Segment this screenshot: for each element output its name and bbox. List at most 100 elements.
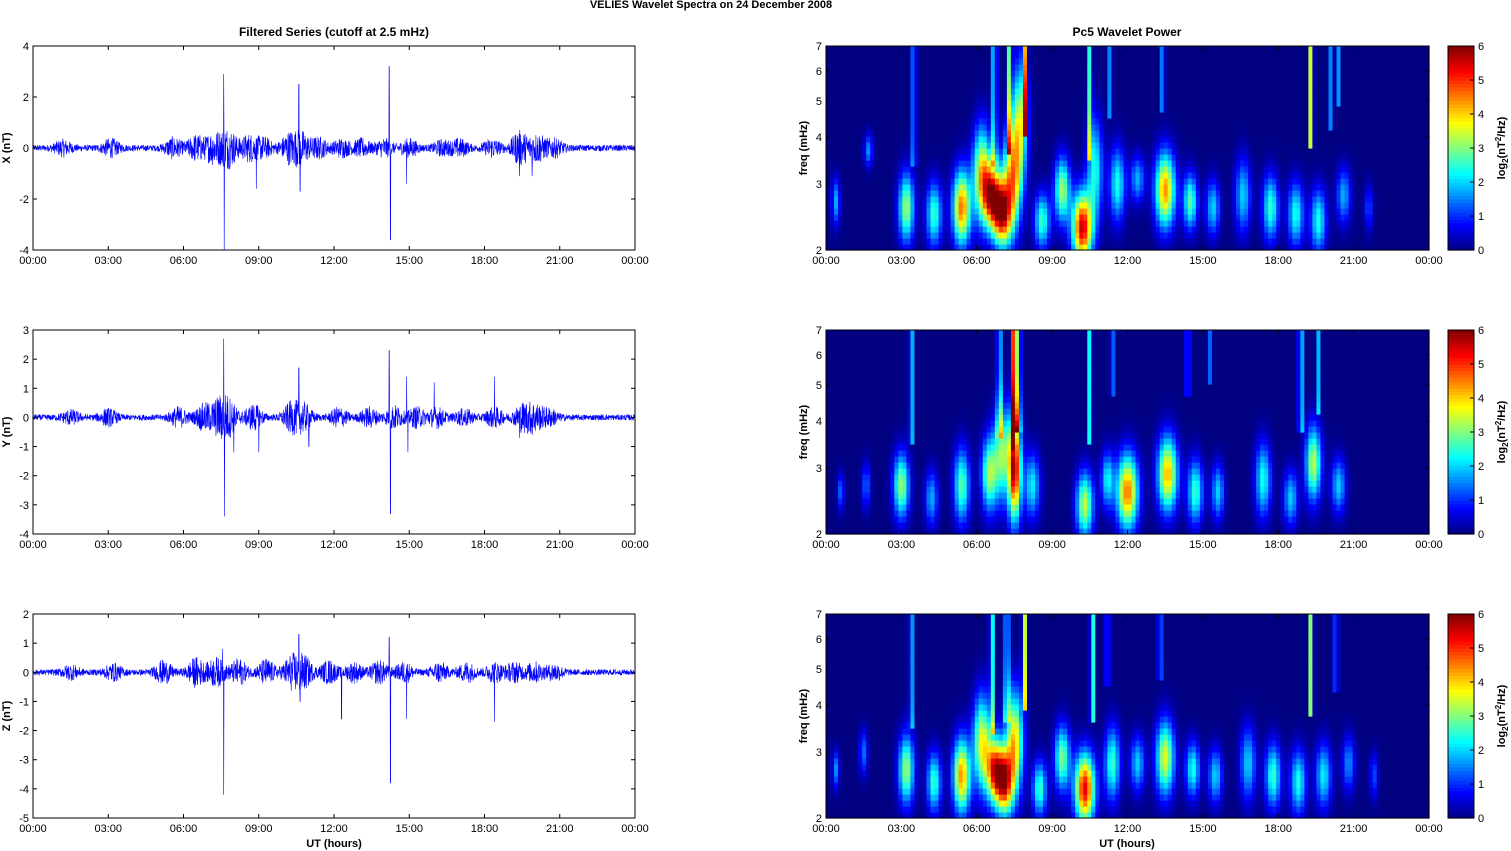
heatmap-cell <box>1151 244 1157 251</box>
heatmap-cell <box>1171 244 1177 251</box>
heatmap-cell <box>858 244 863 251</box>
heatmap-cell <box>1022 136 1028 143</box>
heatmap-cell <box>994 148 1000 155</box>
heatmap-cell <box>1240 130 1245 137</box>
heatmap-cell <box>950 88 956 95</box>
heatmap-cell <box>1292 172 1297 179</box>
heatmap-cell <box>1006 118 1012 125</box>
heatmap-cell <box>838 142 843 149</box>
heatmap-cell <box>1348 214 1354 221</box>
heatmap-cell <box>1047 166 1052 173</box>
heatmap-cell <box>1352 64 1358 71</box>
heatmap-cell <box>1364 196 1370 203</box>
heatmap-cell <box>1179 94 1185 101</box>
heatmap-cell <box>922 76 928 83</box>
x-tick-label: 00:00 <box>621 823 649 835</box>
heatmap-cell <box>1051 58 1056 65</box>
heatmap-cell <box>1171 76 1177 83</box>
heatmap-cell <box>1131 232 1137 239</box>
heatmap-cell <box>858 238 863 245</box>
heatmap-cell <box>986 88 992 95</box>
heatmap-cell <box>1002 64 1008 71</box>
heatmap-cell <box>1328 76 1334 83</box>
heatmap-cell <box>1372 100 1378 107</box>
heatmap-cell <box>1380 136 1386 143</box>
heatmap-cell <box>946 100 952 107</box>
heatmap-cell <box>898 58 903 65</box>
heatmap-cell <box>1324 52 1330 59</box>
heatmap-cell <box>1175 154 1181 161</box>
heatmap-cell <box>1079 136 1084 143</box>
heatmap-cell <box>1107 190 1113 197</box>
heatmap-cell <box>1356 76 1362 83</box>
heatmap-cell <box>1047 226 1052 233</box>
heatmap-cell <box>870 214 875 221</box>
heatmap-cell <box>970 178 976 185</box>
heatmap-cell <box>874 70 879 77</box>
heatmap-cell <box>1095 142 1100 149</box>
heatmap-cell <box>1288 142 1293 149</box>
heatmap-cell <box>1260 178 1265 185</box>
heatmap-cell <box>1167 118 1173 125</box>
heatmap-cell <box>1018 208 1024 215</box>
heatmap-cell <box>934 94 940 101</box>
heatmap-cell <box>1010 226 1016 233</box>
heatmap-cell <box>1219 46 1225 53</box>
heatmap-cell <box>1035 214 1040 221</box>
heatmap-cell <box>830 76 835 83</box>
heatmap-cell <box>902 184 907 191</box>
heatmap-cell <box>1228 178 1233 185</box>
heatmap-cell <box>930 154 936 161</box>
heatmap-cell <box>1127 202 1133 209</box>
heatmap-cell <box>970 172 976 179</box>
heatmap-cell <box>1248 172 1253 179</box>
heatmap-cell <box>1091 52 1096 59</box>
heatmap-cell <box>902 58 907 65</box>
heatmap-cell <box>946 94 952 101</box>
heatmap-cell <box>882 202 887 209</box>
heatmap-cell <box>1284 70 1289 77</box>
heatmap-cell <box>1300 244 1305 251</box>
heatmap-cell <box>1051 184 1056 191</box>
heatmap-cell <box>1320 70 1326 77</box>
heatmap-cell <box>1296 118 1301 125</box>
heatmap-cell <box>1127 52 1133 59</box>
heatmap-cell <box>898 88 903 95</box>
heatmap-cell <box>1047 130 1052 137</box>
heatmap-cell <box>986 124 992 131</box>
heatmap-cell <box>1043 118 1048 125</box>
heatmap-cell <box>918 106 924 113</box>
heatmap-cell <box>1340 214 1346 221</box>
heatmap-cell <box>1384 118 1390 125</box>
heatmap-cell <box>1300 160 1305 167</box>
heatmap-cell <box>1332 58 1338 65</box>
heatmap-cell <box>1268 214 1273 221</box>
heatmap-cell <box>898 76 903 83</box>
heatmap-cell <box>1215 100 1221 107</box>
heatmap-cell <box>890 178 895 185</box>
heatmap-cell <box>1006 112 1012 119</box>
heatmap-cell <box>1119 220 1125 227</box>
heatmap-cell <box>834 196 839 203</box>
heatmap-cell <box>1131 154 1137 161</box>
heatmap-cell <box>1179 130 1185 137</box>
heatmap-cell <box>834 172 839 179</box>
heatmap-cell <box>866 238 871 245</box>
heatmap-cell <box>890 226 895 233</box>
heatmap-cell <box>850 172 855 179</box>
heatmap-cell <box>966 100 972 107</box>
heatmap-cell <box>1031 88 1036 95</box>
heatmap-cell <box>1316 70 1322 77</box>
heatmap-cell <box>982 238 988 245</box>
heatmap-cell <box>974 52 980 59</box>
heatmap-cell <box>1392 94 1398 101</box>
heatmap-cell <box>870 112 875 119</box>
heatmap-cell <box>1320 52 1326 59</box>
heatmap-cell <box>1304 100 1309 107</box>
heatmap-cell <box>1091 136 1096 143</box>
heatmap-cell <box>1055 226 1060 233</box>
heatmap-cell <box>1368 232 1374 239</box>
heatmap-cell <box>1059 76 1064 83</box>
heatmap-cell <box>1035 136 1040 143</box>
heatmap-cell <box>1071 226 1076 233</box>
